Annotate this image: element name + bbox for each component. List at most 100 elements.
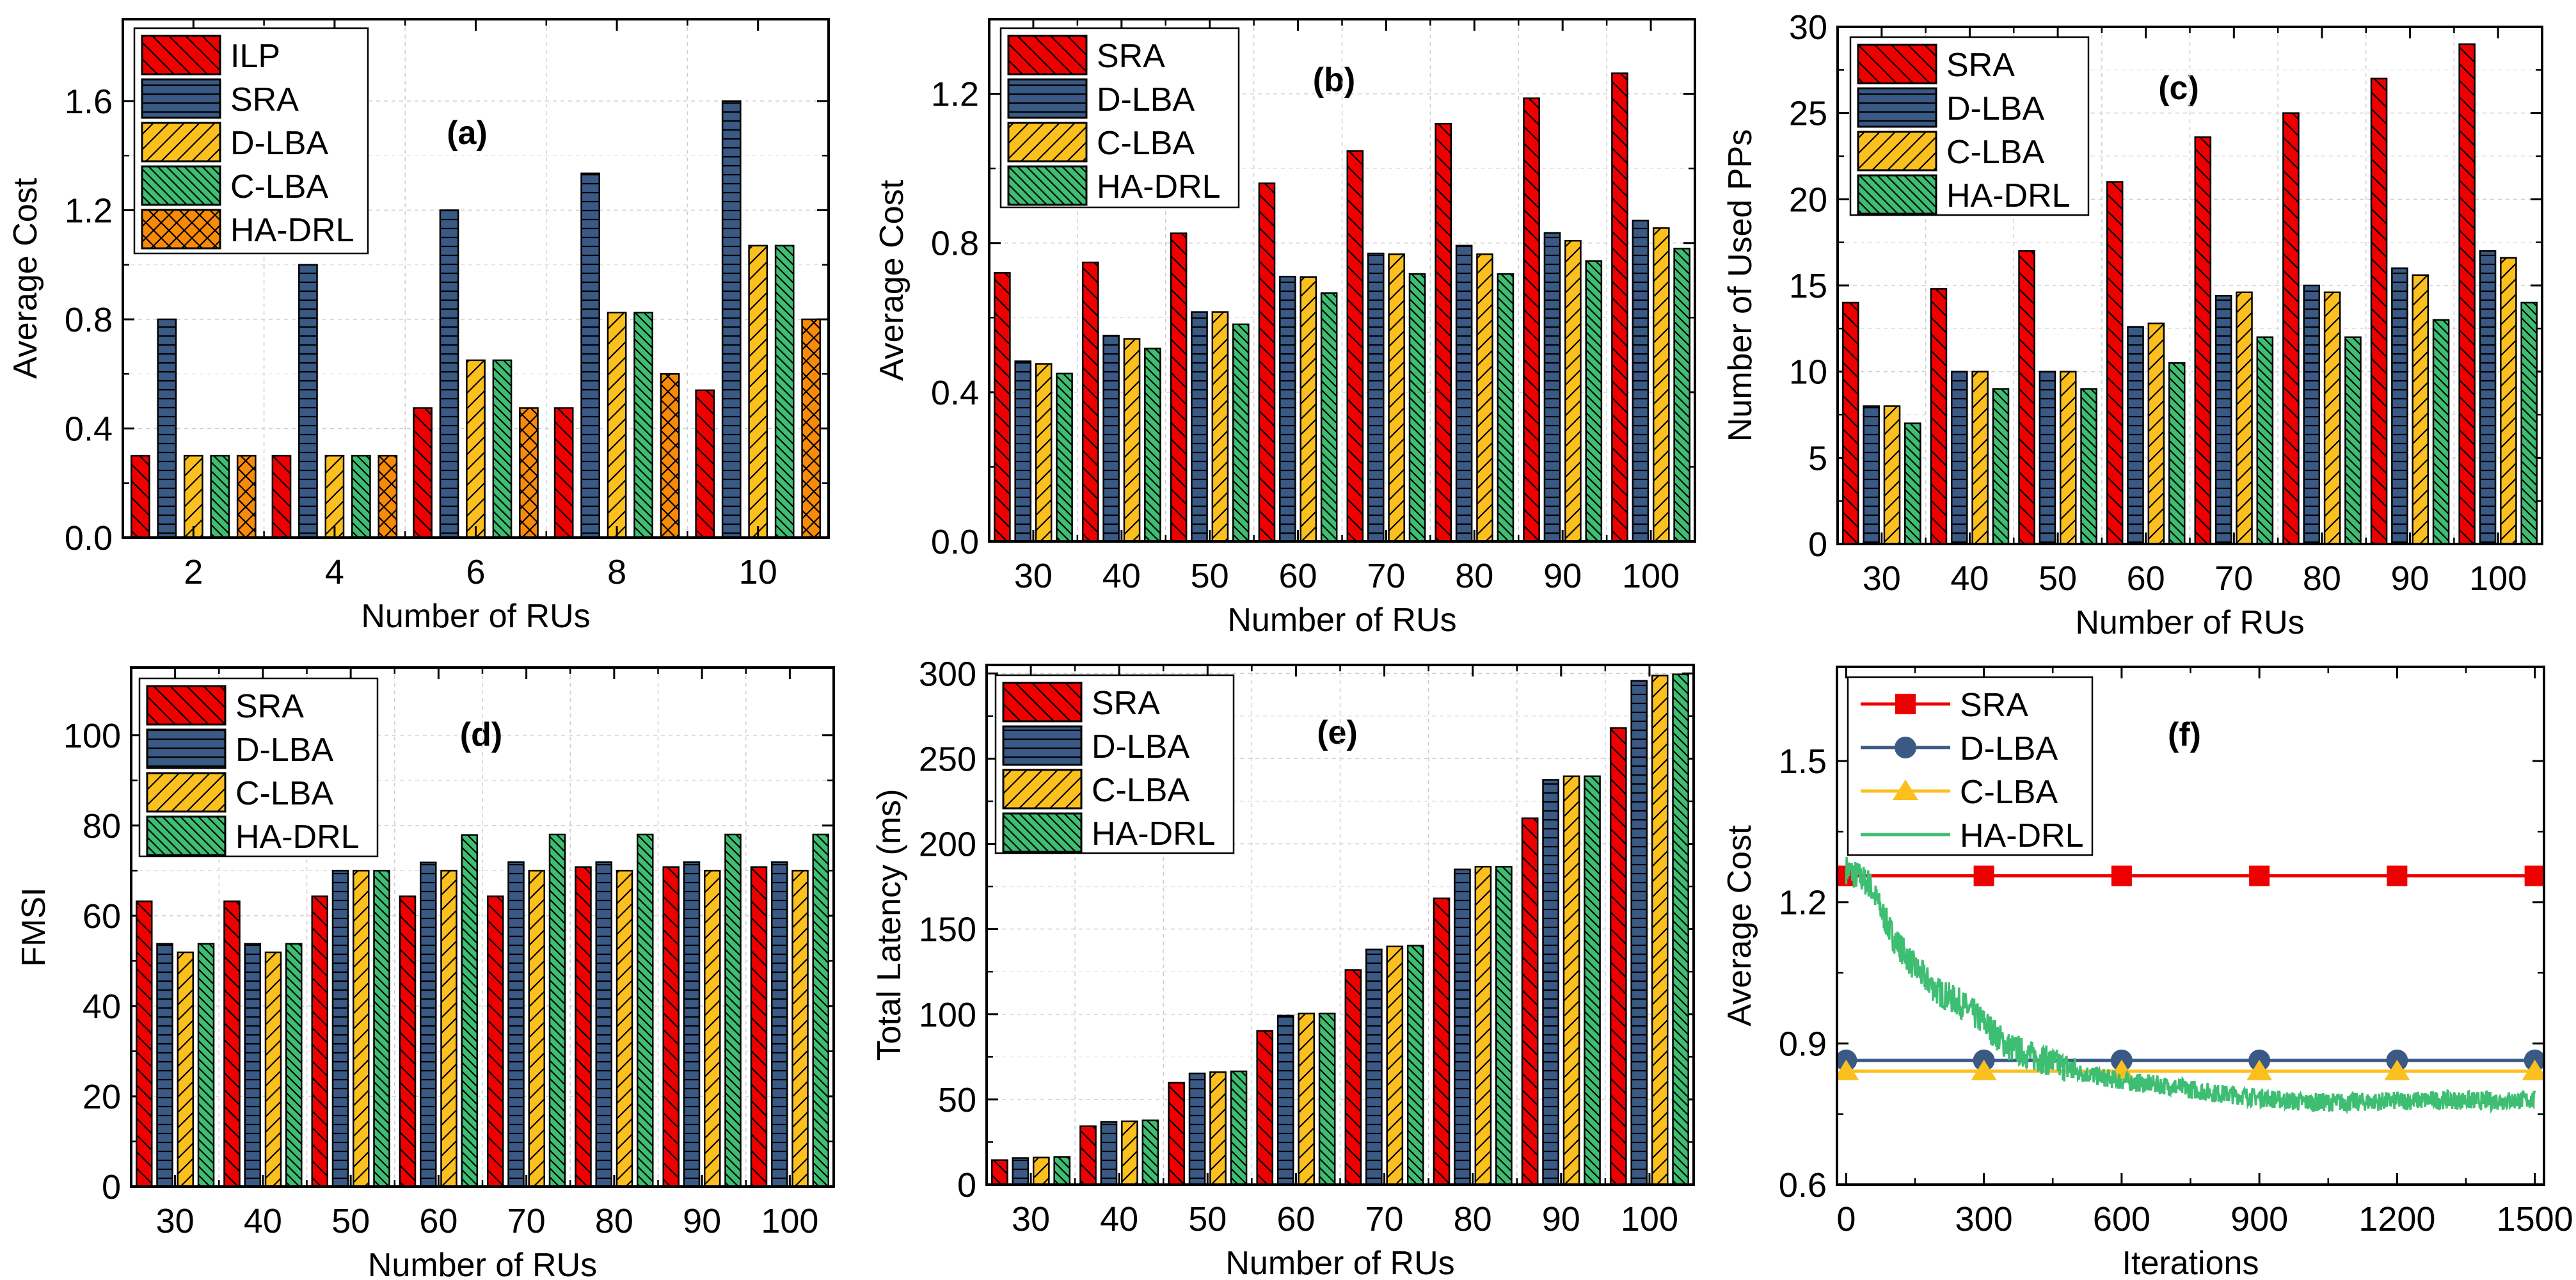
x-tick-label: 30: [1014, 557, 1053, 595]
legend-swatch: [1007, 78, 1088, 119]
bar-d-lba-90: [2391, 267, 2408, 545]
x-tick-label: 2: [184, 553, 203, 591]
bar-c-lba-70: [528, 870, 546, 1188]
bar-d-lba-100: [770, 861, 788, 1188]
legend-swatch: [1857, 131, 1937, 172]
x-axis-title: Number of RUs: [368, 1247, 597, 1280]
legend-item: C-LBA: [1857, 131, 2044, 172]
x-tick-label: 10: [739, 553, 777, 591]
bar-c-lba-60: [440, 870, 457, 1188]
series-ha-drl: [1845, 856, 2536, 1115]
legend-label: SRA: [1097, 38, 1165, 75]
marker-c-lba: [2522, 1059, 2544, 1080]
panel-a: 0.0 0.4 0.8 1.2 1.6 Average Cost Number of RUs…: [7, 18, 830, 635]
x-tick-label: 40: [244, 1202, 282, 1240]
legend-item: HA-DRL: [141, 209, 354, 250]
x-tick-label: 80: [1454, 1200, 1492, 1238]
legend-swatch: [1002, 769, 1083, 810]
legend-item: D-LBA: [146, 728, 333, 769]
x-axis-title: Number of RUs: [1225, 1245, 1454, 1280]
y-tick-label: 150: [919, 911, 976, 949]
legend-swatch: [141, 209, 221, 250]
y-tick-label: 0: [957, 1166, 976, 1204]
y-tick-label: 5: [1808, 439, 1827, 477]
legend: SRA D-LBA C-LBA HA-DRL: [138, 677, 379, 858]
bar-d-lba-40: [244, 943, 262, 1188]
legend-label: HA-DRL: [230, 212, 354, 249]
legend-item: C-LBA: [146, 772, 333, 813]
y-tick-label: 1.6: [65, 83, 113, 121]
legend-marker: [1895, 694, 1916, 714]
marker-d-lba: [1837, 1049, 1857, 1071]
legend-label: D-LBA: [230, 125, 328, 162]
bar-sra-4: [298, 264, 318, 539]
y-tick-label: 0.8: [931, 225, 979, 263]
legend-item: C-LBA: [141, 165, 328, 206]
bar-sra-40: [1079, 1125, 1097, 1186]
x-tick-label: 60: [2127, 559, 2165, 598]
legend-swatch: [146, 772, 227, 813]
x-tick-label: 60: [1279, 557, 1317, 595]
bar-c-lba-90: [1562, 775, 1580, 1186]
legend-item: D-LBA: [1857, 87, 2044, 128]
bar-sra-90: [1523, 97, 1540, 543]
x-tick-label: 90: [683, 1202, 721, 1240]
legend-swatch: [1857, 87, 1937, 128]
bar-ha-drl-90: [1585, 260, 1603, 543]
bar-ha-drl-50: [1232, 323, 1250, 543]
panel-d: 0 20 40 60 80 100 FMSI Number of RUs (d) 30 40 50 60…: [15, 666, 835, 1280]
legend-label: D-LBA: [235, 732, 333, 769]
bar-c-lba-50: [1209, 1071, 1227, 1186]
panel-label: (c): [2158, 70, 2199, 107]
bar-sra-80: [1435, 122, 1452, 543]
legend-label: SRA: [230, 81, 299, 118]
bar-ilp-8: [553, 407, 574, 539]
x-tick-label: 100: [2469, 559, 2527, 598]
legend-label: C-LBA: [1092, 772, 1189, 809]
legend-item: C-LBA: [1861, 774, 2058, 811]
legend-swatch: [141, 165, 221, 206]
legend-swatch: [141, 35, 221, 76]
bar-ilp-4: [271, 454, 292, 539]
bar-sra-70: [486, 895, 504, 1188]
x-tick-label: 4: [325, 553, 344, 591]
y-tick-label: 0.0: [931, 523, 979, 561]
bar-ha-drl-30: [1904, 422, 1921, 545]
legend-swatch: [1002, 812, 1083, 853]
panel-label: (f): [2168, 716, 2201, 753]
legend-label: SRA: [1092, 685, 1160, 722]
legend-swatch: [141, 122, 221, 163]
y-tick-label: 0: [1808, 525, 1827, 564]
y-tick-label: 25: [1789, 95, 1827, 133]
bar-sra-6: [439, 209, 459, 539]
x-tick-label: 30: [1012, 1200, 1050, 1238]
legend-item: HA-DRL: [1861, 817, 2084, 854]
legend-swatch: [1002, 725, 1083, 766]
x-axis-title: Number of RUs: [2075, 604, 2304, 641]
x-tick-label: 900: [2230, 1200, 2288, 1238]
legend-item: HA-DRL: [1007, 165, 1221, 206]
legend-item: D-LBA: [141, 122, 328, 163]
bar-ha-drl-50: [373, 870, 390, 1188]
panel-label: (d): [460, 716, 502, 753]
legend-label: HA-DRL: [235, 819, 360, 856]
legend-label: C-LBA: [1960, 774, 2058, 811]
bar-c-lba-100: [791, 870, 809, 1188]
bar-ha-drl-10: [801, 318, 822, 539]
bar-ha-drl-100: [812, 833, 830, 1188]
bar-d-lba-40: [1100, 1121, 1118, 1186]
bar-sra-80: [575, 866, 592, 1188]
y-tick-label: 1.2: [1779, 884, 1827, 922]
legend-item: SRA: [1002, 682, 1160, 723]
x-tick-label: 80: [595, 1202, 633, 1240]
bar-sra-60: [1258, 182, 1276, 543]
bar-ha-drl-2: [236, 454, 257, 539]
bar-d-lba-30: [1014, 360, 1032, 543]
bar-ha-drl-40: [1141, 1119, 1159, 1186]
x-tick-label: 60: [419, 1202, 457, 1240]
bar-c-lba-10: [774, 244, 795, 539]
legend-label: C-LBA: [235, 775, 333, 812]
y-tick-label: 0.4: [65, 410, 113, 448]
panel-f: 0.6 0.9 1.2 1.5 Average Cost Iterations (f) 0 30…: [1721, 666, 2573, 1280]
bar-d-lba-60: [1276, 1014, 1294, 1186]
